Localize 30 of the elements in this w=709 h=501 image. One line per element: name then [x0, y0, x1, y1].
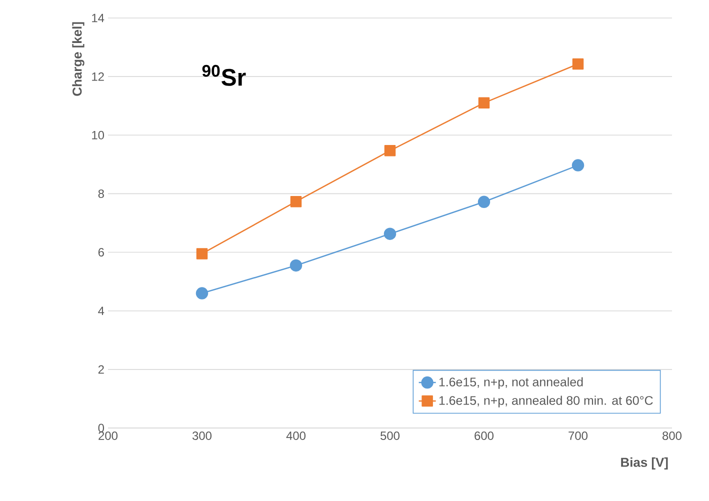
x-axis-title: Bias [V] [621, 457, 668, 470]
point [478, 196, 490, 208]
y-tick-label: 14 [92, 14, 104, 22]
y-tick-label: 0 [98, 424, 104, 432]
annotation: $^{90}$Sr [202, 64, 246, 86]
legend-label: 1.6e15, n+p, not annealed [439, 377, 583, 389]
y-tick-label: 6 [98, 248, 104, 257]
point [290, 259, 302, 272]
y-tick-label: 2 [98, 365, 104, 374]
y-tick-label: 4 [98, 306, 104, 315]
x-tick-label: 300 [192, 432, 212, 440]
point [384, 145, 396, 156]
point [196, 248, 208, 260]
point [478, 97, 490, 109]
point [196, 287, 208, 300]
point [572, 58, 584, 70]
y-tick-label: 8 [98, 189, 104, 198]
x-tick-label: 800 [662, 432, 682, 440]
x-tick-label: 600 [474, 432, 494, 440]
legend-label: 1.6e15, n+p, annealed 80 min. at 60°C [439, 396, 653, 408]
x-tick-label: 500 [380, 432, 400, 440]
x-tick-label: 400 [286, 432, 306, 440]
y-tick-label: 12 [92, 72, 104, 81]
x-tick-label: 700 [568, 432, 588, 440]
point [290, 196, 302, 208]
x-tick-label: 200 [98, 432, 118, 440]
y-axis-title: Charge [kel] [72, 22, 84, 96]
y-tick-label: 10 [92, 130, 104, 140]
point [572, 159, 584, 172]
point [384, 228, 396, 240]
